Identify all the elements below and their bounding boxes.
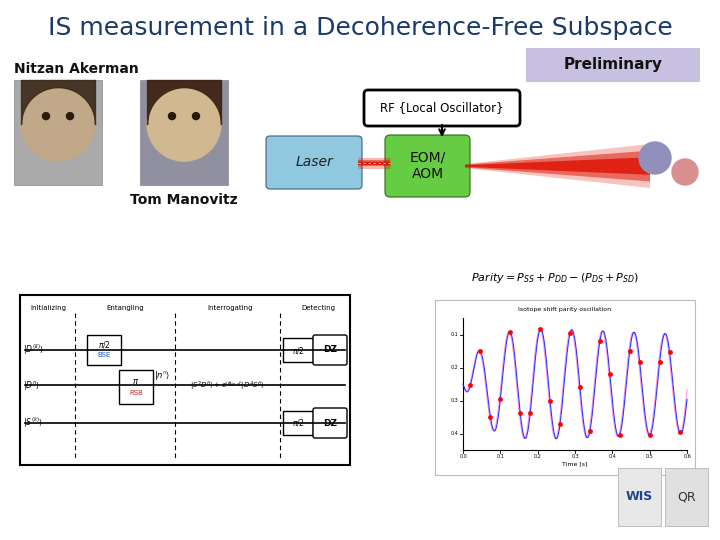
FancyBboxPatch shape — [20, 295, 350, 465]
FancyBboxPatch shape — [266, 136, 362, 189]
Text: Isotope shift parity oscillation: Isotope shift parity oscillation — [518, 307, 611, 313]
Point — [554, 420, 566, 428]
Point — [654, 358, 665, 367]
FancyBboxPatch shape — [385, 135, 470, 197]
Point — [564, 329, 576, 338]
Polygon shape — [465, 151, 650, 181]
Text: 0.2: 0.2 — [534, 455, 541, 460]
FancyBboxPatch shape — [313, 408, 347, 438]
FancyBboxPatch shape — [283, 338, 313, 362]
Text: Laser: Laser — [295, 156, 333, 170]
Text: 0.4: 0.4 — [608, 455, 616, 460]
Circle shape — [168, 113, 176, 119]
Circle shape — [66, 113, 73, 119]
Text: DZ: DZ — [323, 418, 337, 428]
Text: $|S^2 D^{\bar{n}}\rangle + e^{i\phi_{00,0}t}|D^A S^{\bar{n}}\rangle$: $|S^2 D^{\bar{n}}\rangle + e^{i\phi_{00,… — [189, 379, 264, 392]
Point — [624, 347, 636, 355]
Point — [544, 397, 556, 406]
Point — [515, 409, 526, 417]
Text: 0.1: 0.1 — [450, 332, 458, 337]
FancyBboxPatch shape — [526, 48, 700, 82]
Text: DZ: DZ — [323, 346, 337, 354]
Circle shape — [21, 87, 95, 161]
Text: Tom Manovitz: Tom Manovitz — [130, 193, 238, 207]
Point — [664, 348, 675, 356]
FancyBboxPatch shape — [435, 300, 695, 475]
Text: $|D^n\rangle$: $|D^n\rangle$ — [23, 379, 40, 392]
Text: Detecting: Detecting — [301, 305, 335, 311]
Point — [485, 412, 496, 421]
Text: $\pi/2$: $\pi/2$ — [97, 340, 110, 350]
Point — [604, 370, 616, 379]
Circle shape — [192, 113, 199, 119]
Point — [674, 428, 685, 437]
Text: WIS: WIS — [626, 490, 653, 503]
Text: Entangling: Entangling — [106, 305, 144, 311]
Text: $Parity = P_{SS} + P_{DD} - (P_{DS} + P_{SD})$: $Parity = P_{SS} + P_{DD} - (P_{DS} + P_… — [471, 271, 639, 285]
FancyBboxPatch shape — [14, 80, 102, 185]
Circle shape — [147, 87, 221, 161]
Point — [644, 431, 655, 440]
FancyBboxPatch shape — [618, 468, 661, 526]
Point — [634, 357, 645, 366]
Text: QR: QR — [677, 490, 696, 503]
Point — [575, 383, 586, 391]
Text: 0.4: 0.4 — [450, 431, 458, 436]
FancyBboxPatch shape — [313, 335, 347, 365]
Point — [614, 430, 626, 439]
FancyBboxPatch shape — [665, 468, 708, 526]
FancyBboxPatch shape — [87, 335, 121, 365]
Text: 0.6: 0.6 — [683, 455, 691, 460]
Circle shape — [42, 113, 50, 119]
Point — [464, 381, 476, 389]
Point — [474, 347, 486, 355]
Circle shape — [672, 159, 698, 185]
Point — [505, 327, 516, 336]
Text: $\pi/2$: $\pi/2$ — [292, 417, 305, 429]
Text: Interrogating: Interrogating — [207, 305, 253, 311]
Text: 0.3: 0.3 — [571, 455, 579, 460]
Text: 0.2: 0.2 — [450, 365, 458, 370]
Text: RF {Local Oscillator}: RF {Local Oscillator} — [380, 102, 504, 114]
Text: 0.0: 0.0 — [459, 455, 467, 460]
Point — [524, 409, 536, 417]
Text: $|n^{\prime\prime}\rangle$: $|n^{\prime\prime}\rangle$ — [154, 368, 170, 381]
FancyBboxPatch shape — [119, 370, 153, 404]
FancyBboxPatch shape — [140, 80, 228, 185]
Text: Initializing: Initializing — [30, 305, 66, 311]
Text: 0.5: 0.5 — [646, 455, 654, 460]
Polygon shape — [465, 144, 650, 188]
Text: 0.1: 0.1 — [497, 455, 504, 460]
Text: EOM/
AOM: EOM/ AOM — [410, 151, 446, 181]
Point — [495, 395, 506, 404]
Circle shape — [639, 142, 671, 174]
Text: 0.3: 0.3 — [450, 398, 458, 403]
FancyBboxPatch shape — [364, 90, 520, 126]
Text: IS measurement in a Decoherence-Free Subspace: IS measurement in a Decoherence-Free Sub… — [48, 16, 672, 40]
Text: BSE: BSE — [97, 352, 111, 358]
Text: $|D^{(II)}\rangle$: $|D^{(II)}\rangle$ — [23, 343, 44, 357]
FancyBboxPatch shape — [283, 411, 313, 435]
Polygon shape — [465, 157, 650, 175]
Text: $\pi/2$: $\pi/2$ — [292, 345, 305, 355]
Text: $\pi$: $\pi$ — [132, 376, 140, 386]
Text: $|S^{(k)}\rangle$: $|S^{(k)}\rangle$ — [23, 416, 43, 430]
Text: RSB: RSB — [129, 390, 143, 396]
Point — [584, 427, 595, 435]
Text: Nitzan Akerman: Nitzan Akerman — [14, 62, 139, 76]
Point — [534, 325, 546, 334]
Point — [594, 336, 606, 345]
Text: Preliminary: Preliminary — [564, 57, 662, 72]
Text: Time [s]: Time [s] — [562, 462, 588, 467]
